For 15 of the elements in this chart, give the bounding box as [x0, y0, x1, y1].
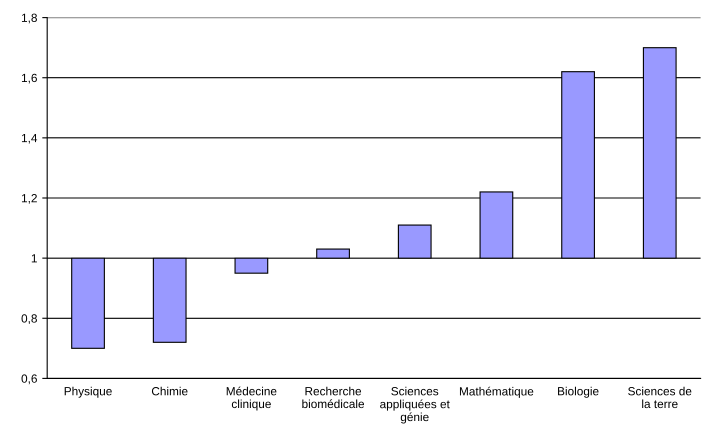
y-tick-label: 1,2	[22, 194, 37, 204]
x-tick-label: Sciences appliquées et génie	[380, 386, 450, 424]
y-tick-label: 1	[32, 254, 37, 262]
y-tick-label: 0,6	[22, 374, 37, 384]
x-tick-label: Physique	[64, 386, 112, 398]
y-tick-label: 0,8	[22, 314, 37, 324]
y-tick-label: 1,6	[22, 74, 37, 84]
y-tick-label: 1,8	[22, 14, 37, 24]
x-tick-label: Chimie	[152, 386, 188, 396]
x-tick-label: Médecine clinique	[226, 386, 276, 410]
x-tick-label: Mathématique	[460, 386, 534, 398]
x-tick-label: Recherche biomédicale	[302, 386, 364, 408]
x-tick-label: Biologie	[558, 386, 599, 398]
y-tick-label: 1,4	[22, 134, 38, 144]
x-tick-label: Sciences de la terre	[628, 386, 692, 408]
